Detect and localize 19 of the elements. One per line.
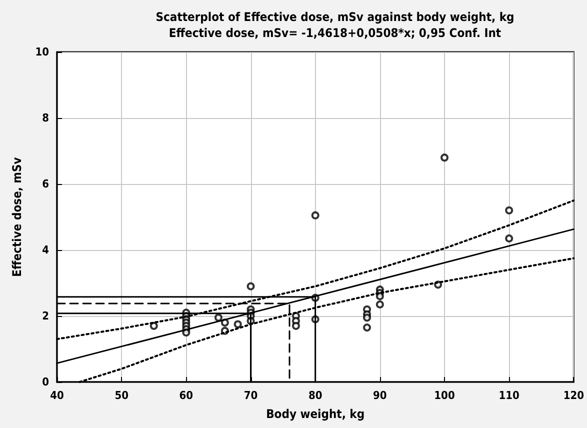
y-axis-title: Effective dose, mSv <box>10 157 24 277</box>
y-tick-label: 8 <box>42 112 50 124</box>
y-tick-label: 2 <box>42 310 50 322</box>
x-axis-title: Body weight, kg <box>266 407 365 421</box>
x-tick-label: 110 <box>498 389 520 402</box>
y-tick-label: 0 <box>42 376 50 388</box>
x-tick-label: 80 <box>308 389 322 402</box>
chart-title: Scatterplot of Effective dose, mSv against body weight, kg <box>156 10 514 24</box>
y-tick-label: 10 <box>35 46 50 58</box>
x-tick-label: 70 <box>244 389 258 402</box>
x-tick-label: 50 <box>114 389 129 402</box>
x-tick-label: 100 <box>434 389 455 402</box>
x-tick-label: 90 <box>373 389 387 402</box>
x-tick-label: 40 <box>50 389 64 402</box>
x-tick-label: 60 <box>179 389 194 402</box>
y-tick-label: 6 <box>42 178 50 190</box>
y-tick-label: 4 <box>42 244 50 256</box>
x-tick-label: 120 <box>563 389 584 402</box>
chart-subtitle: Effective dose, mSv= -1,4618+0,0508*x; 0,95 Conf. Int <box>168 26 502 40</box>
